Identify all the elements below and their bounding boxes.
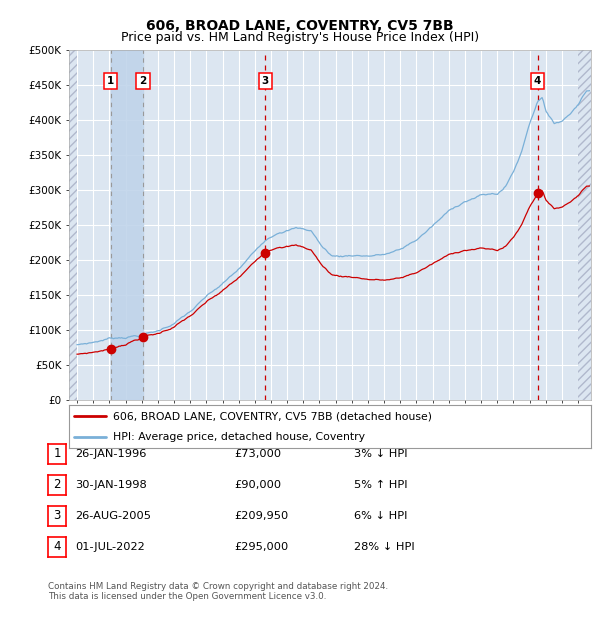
Text: 01-JUL-2022: 01-JUL-2022 [75, 542, 145, 552]
Text: 26-JAN-1996: 26-JAN-1996 [75, 449, 146, 459]
Text: 6% ↓ HPI: 6% ↓ HPI [354, 511, 407, 521]
Text: 606, BROAD LANE, COVENTRY, CV5 7BB: 606, BROAD LANE, COVENTRY, CV5 7BB [146, 19, 454, 33]
Bar [69, 50, 77, 400]
Text: 28% ↓ HPI: 28% ↓ HPI [354, 542, 415, 552]
Text: 30-JAN-1998: 30-JAN-1998 [75, 480, 147, 490]
Bar [110, 50, 143, 400]
Text: £73,000: £73,000 [234, 449, 281, 459]
Text: 2: 2 [139, 76, 146, 86]
Text: 4: 4 [53, 541, 61, 553]
Text: £295,000: £295,000 [234, 542, 288, 552]
Text: 606, BROAD LANE, COVENTRY, CV5 7BB (detached house): 606, BROAD LANE, COVENTRY, CV5 7BB (deta… [113, 411, 433, 421]
Text: £209,950: £209,950 [234, 511, 288, 521]
Text: 3: 3 [53, 510, 61, 522]
Text: 1: 1 [53, 448, 61, 460]
Text: 26-AUG-2005: 26-AUG-2005 [75, 511, 151, 521]
Text: 3% ↓ HPI: 3% ↓ HPI [354, 449, 407, 459]
Text: 4: 4 [534, 76, 541, 86]
Bar [578, 50, 591, 400]
Text: £90,000: £90,000 [234, 480, 281, 490]
Text: 3: 3 [262, 76, 269, 86]
Text: 2: 2 [53, 479, 61, 491]
Text: HPI: Average price, detached house, Coventry: HPI: Average price, detached house, Cove… [113, 432, 365, 442]
Text: 5% ↑ HPI: 5% ↑ HPI [354, 480, 407, 490]
Text: Price paid vs. HM Land Registry's House Price Index (HPI): Price paid vs. HM Land Registry's House … [121, 31, 479, 44]
Text: Contains HM Land Registry data © Crown copyright and database right 2024.
This d: Contains HM Land Registry data © Crown c… [48, 582, 388, 601]
Text: 1: 1 [107, 76, 115, 86]
